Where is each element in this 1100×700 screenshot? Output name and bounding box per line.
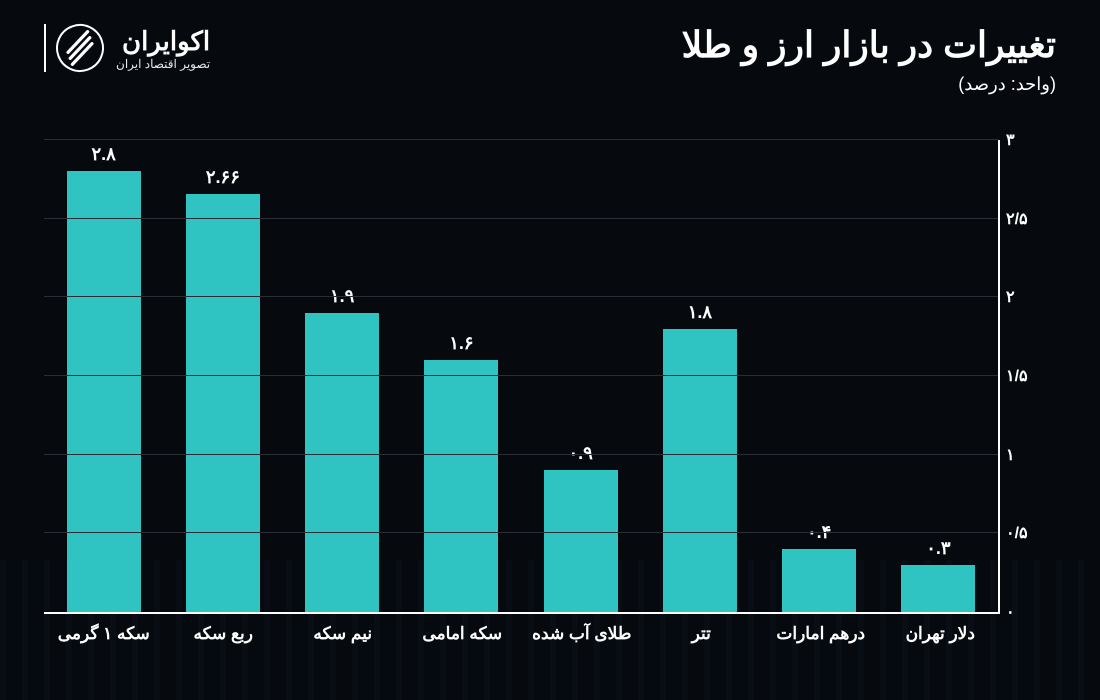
chart-bar-column: ۱.۶ <box>402 140 521 612</box>
chart-bar-value-label: ۲.۶۶ <box>206 167 240 188</box>
chart-gridline <box>44 218 998 219</box>
page-subtitle: (واحد: درصد) <box>682 74 1056 95</box>
chart-y-tick-label: ۱/۵ <box>1006 366 1050 386</box>
page-title: تغییرات در بازار ارز و طلا <box>682 24 1056 66</box>
title-block: تغییرات در بازار ارز و طلا (واحد: درصد) <box>682 24 1056 95</box>
brand-logo-icon <box>49 17 111 79</box>
chart-bar-value-label: ۱.۸ <box>688 302 712 323</box>
chart-y-tick-label: ۱ <box>1006 445 1050 465</box>
chart-bars: ۲.۸ ۲.۶۶ ۱.۹ ۱.۶ ۰.۹ ۱.۸ ۰.۴ ۰.۳ <box>44 140 998 612</box>
chart-bar <box>663 329 737 612</box>
chart-bar-value-label: ۱.۶ <box>449 333 473 354</box>
brand-logo: اکوایران تصویر اقتصاد ایران <box>44 24 210 72</box>
chart-bar <box>782 549 856 612</box>
chart-x-tick-label: طلای آب شده <box>522 614 642 644</box>
chart-bar <box>305 313 379 612</box>
chart-x-tick-label: سکه امامی <box>403 614 523 644</box>
chart-gridline <box>44 375 998 376</box>
chart-gridline <box>44 532 998 533</box>
chart-bar-column: ۱.۹ <box>283 140 402 612</box>
chart-x-tick-label: ربع سکه <box>164 614 284 644</box>
chart-gridline <box>44 454 998 455</box>
chart-plot-area: ۲.۸۲.۶۶۱.۹۱.۶۰.۹۱.۸۰.۴۰.۳ ۰۰/۵۱۱/۵۲۲/۵۳ <box>44 140 1000 614</box>
chart-x-tick-label: نیم سکه <box>283 614 403 644</box>
chart-x-tick-label: تتر <box>642 614 762 644</box>
chart-bar <box>901 565 975 612</box>
chart-gridline <box>44 139 998 140</box>
chart-x-tick-label: سکه ۱ گرمی <box>44 614 164 644</box>
brand-name: اکوایران <box>116 26 210 57</box>
chart-x-axis: سکه ۱ گرمیربع سکهنیم سکهسکه امامیطلای آب… <box>44 614 1000 670</box>
chart-y-tick-label: ۳ <box>1006 130 1050 150</box>
chart-bar-column: ۰.۴ <box>760 140 879 612</box>
chart-y-tick-label: ۰ <box>1006 602 1050 622</box>
chart-y-tick-label: ۰/۵ <box>1006 523 1050 543</box>
chart-bar-value-label: ۰.۳ <box>926 538 950 559</box>
chart-bar-column: ۰.۳ <box>879 140 998 612</box>
brand-tagline: تصویر اقتصاد ایران <box>116 57 210 71</box>
chart-y-tick-label: ۲ <box>1006 287 1050 307</box>
chart-bar <box>424 360 498 612</box>
chart: ۲.۸۲.۶۶۱.۹۱.۶۰.۹۱.۸۰.۴۰.۳ ۰۰/۵۱۱/۵۲۲/۵۳ … <box>44 140 1056 670</box>
chart-bar <box>544 470 618 612</box>
chart-bar-column: ۲.۶۶ <box>163 140 282 612</box>
chart-bar <box>186 194 260 613</box>
chart-bar <box>67 171 141 612</box>
chart-bar-value-label: ۲.۸ <box>91 144 115 165</box>
chart-y-tick-label: ۲/۵ <box>1006 209 1050 229</box>
header: تغییرات در بازار ارز و طلا (واحد: درصد) … <box>44 24 1056 95</box>
chart-bar-column: ۲.۸ <box>44 140 163 612</box>
chart-bar-column: ۰.۹ <box>521 140 640 612</box>
chart-x-tick-label: درهم امارات <box>761 614 881 644</box>
chart-bar-column: ۱.۸ <box>640 140 759 612</box>
chart-gridline <box>44 296 998 297</box>
chart-x-tick-label: دلار تهران <box>881 614 1001 644</box>
